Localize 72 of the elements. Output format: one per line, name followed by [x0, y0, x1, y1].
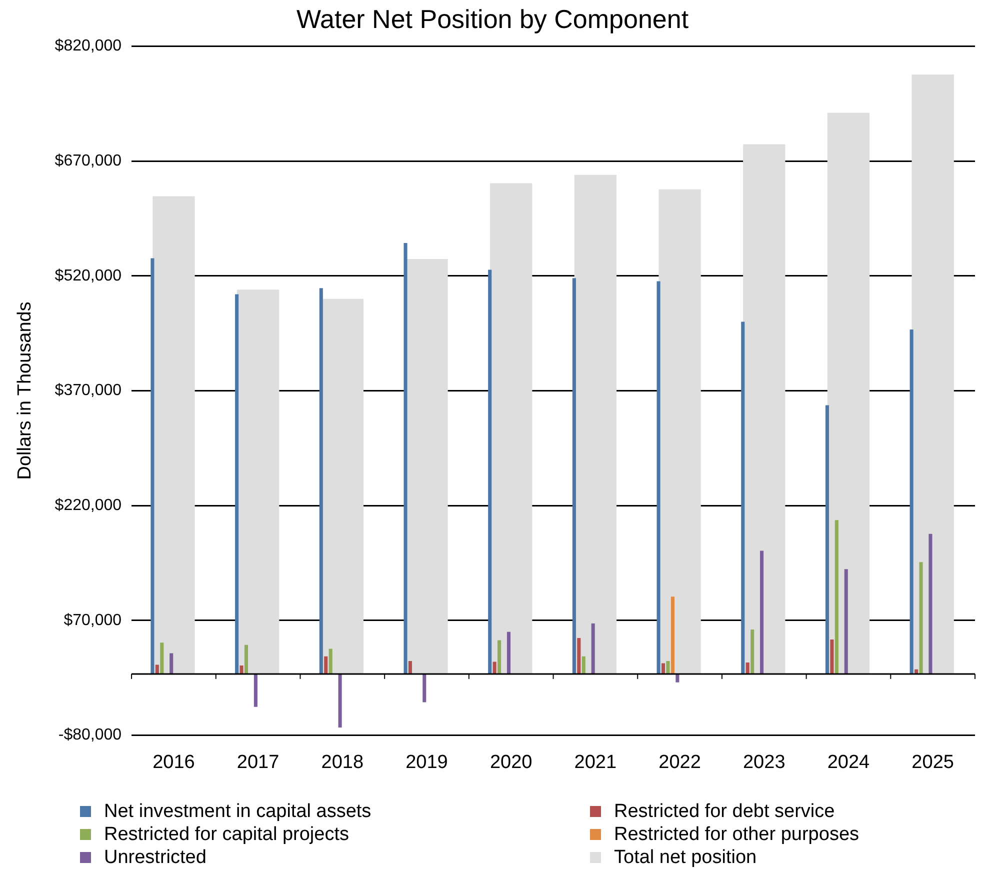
- chart-title: Water Net Position by Component: [296, 4, 690, 34]
- x-tick-label: 2016: [152, 752, 195, 773]
- x-tick-label: 2023: [742, 752, 786, 773]
- bar: [919, 562, 923, 674]
- bar: [324, 656, 328, 674]
- bar: [319, 288, 323, 674]
- bar: [338, 674, 342, 728]
- y-tick-label: $70,000: [64, 612, 122, 629]
- bar: [658, 189, 701, 674]
- bar: [844, 569, 848, 674]
- bar: [670, 596, 674, 674]
- bar: [676, 674, 680, 682]
- bar: [834, 520, 838, 674]
- bar: [490, 183, 532, 674]
- bar: [150, 258, 154, 674]
- bar: [827, 112, 870, 674]
- x-tick-label: 2018: [321, 752, 364, 773]
- bar: [406, 259, 448, 674]
- legend-label: Net investment in capital assets: [104, 800, 372, 822]
- bar: [160, 642, 164, 674]
- bar: [506, 632, 511, 674]
- bar: [408, 660, 412, 674]
- y-tick-label: $820,000: [54, 38, 122, 55]
- x-tick-label: 2019: [406, 752, 448, 773]
- x-tick-label: 2022: [658, 752, 701, 773]
- bar: [912, 74, 954, 674]
- bar: [666, 660, 670, 674]
- y-axis-title: Dollars in Thousands: [14, 302, 36, 480]
- bar: [235, 294, 239, 674]
- bar: [582, 656, 586, 674]
- legend-label: Unrestricted: [104, 846, 206, 868]
- y-tick-label: -$80,000: [58, 726, 122, 744]
- y-tick-label: $370,000: [54, 382, 122, 400]
- bar: [244, 644, 248, 674]
- bar: [498, 640, 502, 674]
- bar: [741, 322, 745, 674]
- legend-label: Restricted for other purposes: [614, 824, 860, 846]
- bar: [591, 623, 595, 674]
- legend-label: Restricted for debt service: [614, 800, 835, 822]
- y-tick-label: $670,000: [54, 152, 122, 170]
- legend-label: Restricted for capital projects: [104, 824, 349, 846]
- bar: [830, 640, 834, 674]
- bar: [746, 662, 750, 674]
- bar: [572, 278, 576, 674]
- bar: [492, 662, 496, 674]
- bar: [661, 663, 666, 674]
- bar: [170, 653, 174, 674]
- bar: [422, 674, 426, 702]
- x-tick-label: 2025: [912, 752, 954, 773]
- bar: [825, 405, 829, 674]
- bar: [577, 638, 581, 674]
- x-tick-label: 2021: [574, 752, 617, 773]
- bar: [488, 270, 492, 674]
- x-tick-label: 2017: [236, 752, 280, 773]
- x-tick-label: 2020: [490, 752, 532, 773]
- bar: [152, 196, 195, 674]
- bar: [750, 630, 754, 674]
- bar: [656, 281, 660, 674]
- bar: [254, 674, 258, 707]
- bar: [236, 290, 280, 674]
- bar: [928, 534, 932, 674]
- y-tick-label: $220,000: [54, 496, 122, 514]
- bar: [760, 550, 764, 674]
- bar: [574, 174, 617, 674]
- y-tick-label: $520,000: [54, 267, 122, 284]
- bar: [328, 648, 332, 674]
- x-tick-label: 2024: [827, 752, 870, 773]
- bar: [743, 144, 786, 674]
- bar: [910, 329, 914, 674]
- bar: [321, 298, 364, 674]
- legend-label: Total net position: [614, 846, 757, 868]
- bar: [404, 242, 408, 674]
